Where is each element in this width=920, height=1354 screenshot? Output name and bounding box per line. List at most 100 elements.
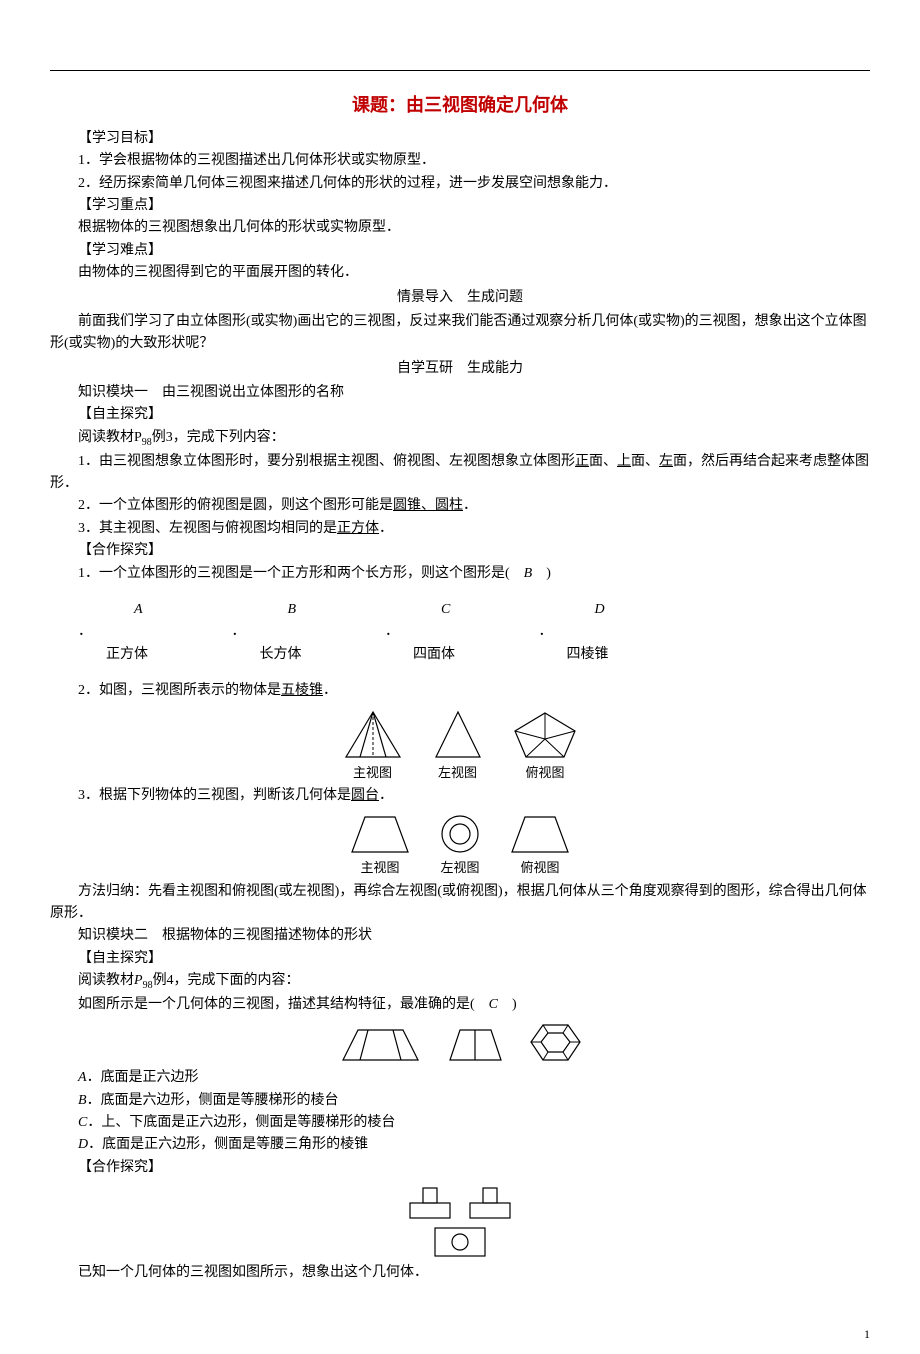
m2-opt-b: B．底面是六边形，侧面是等腰梯形的棱台 — [50, 1090, 870, 1112]
focus-text: 根据物体的三视图想象出几何体的形状或实物原型． — [50, 217, 870, 239]
c1-q3-u: 圆台 — [351, 788, 379, 803]
frustum-top-svg — [505, 812, 575, 857]
m1-q1-u2: 上 — [617, 454, 631, 469]
method-summary: 方法归纳：先看主视图和俯视图(或左视图)，再综合左视图(或俯视图)，根据几何体从… — [50, 881, 870, 926]
label-top-2: 俯视图 — [520, 858, 559, 879]
choice-d: D．四棱锥 — [539, 599, 689, 666]
self1-read-sub: 98 — [142, 437, 152, 448]
figure-main-view-2: 主视图 — [345, 812, 415, 879]
m1-q2-u: 圆锥、圆柱 — [393, 498, 463, 513]
m1-q2-b: ． — [463, 498, 477, 513]
self2-header: 【自主探究】 — [50, 948, 870, 970]
page-number: 1 — [50, 1325, 870, 1344]
m1-q3-a: 3．其主视图、左视图与俯视图均相同的是 — [78, 521, 337, 536]
frustum-main-svg — [345, 812, 415, 857]
figure-tshape-2 — [465, 1183, 515, 1223]
study-header: 自学互研 生成能力 — [50, 358, 870, 380]
c1-q2: 2．如图，三视图所表示的物体是五棱锥． — [50, 680, 870, 702]
self1-header: 【自主探究】 — [50, 404, 870, 426]
diff-header: 【学习难点】 — [50, 240, 870, 262]
self2-read: 阅读教材P98例4，完成下面的内容： — [50, 970, 870, 994]
pentapyramid-left-svg — [428, 707, 488, 762]
choice-b: B．长方体 — [232, 599, 382, 666]
scene-text: 前面我们学习了由立体图形(或实物)画出它的三视图，反过来我们能否通过观察分析几何… — [50, 311, 870, 356]
label-left-1: 左视图 — [438, 763, 477, 784]
tshape1-svg — [405, 1183, 455, 1223]
c1-q1: 1．一个立体图形的三视图是一个正方形和两个长方形，则这个图形是( B ) — [50, 563, 870, 585]
coop1-header: 【合作探究】 — [50, 540, 870, 562]
hexprism-left-svg — [443, 1025, 508, 1065]
c1-q3: 3．根据下列物体的三视图，判断该几何体是圆台． — [50, 785, 870, 807]
m1-q1-b: 面、 — [589, 454, 617, 469]
figure-row-hexprism — [50, 1020, 870, 1065]
self2-read-b: 例4，完成下面的内容： — [153, 973, 300, 988]
m2-q: 如图所示是一个几何体的三视图，描述其结构特征，最准确的是( C ) — [50, 994, 870, 1016]
pentapyramid-top-svg — [508, 707, 583, 762]
m1-q1-u3: 左 — [659, 454, 673, 469]
figure-left-view-3 — [443, 1025, 508, 1065]
frustum-left-svg — [435, 812, 485, 857]
c1-q3-b: ． — [379, 788, 393, 803]
diff-text: 由物体的三视图得到它的平面展开图的转化． — [50, 262, 870, 284]
self1-read-b: 例3，完成下列内容： — [152, 430, 285, 445]
figure-main-view-1: 主视图 — [338, 707, 408, 784]
goal-header: 【学习目标】 — [50, 128, 870, 150]
figure-row-frustum: 主视图 左视图 俯视图 — [50, 812, 870, 879]
figure-row-tshape — [50, 1183, 870, 1223]
circle-rect-svg — [430, 1225, 490, 1260]
choice-a: A．正方体 — [78, 599, 228, 666]
figure-top-view-3 — [528, 1020, 583, 1065]
c1-q1-ans: B — [524, 566, 533, 581]
self2-read-sub: 98 — [143, 980, 153, 991]
module1-title: 知识模块一 由三视图说出立体图形的名称 — [50, 382, 870, 404]
hexprism-main-svg — [338, 1025, 423, 1065]
self2-read-a: 阅读教材 — [78, 973, 134, 988]
figure-top-view-2: 俯视图 — [505, 812, 575, 879]
label-main-1: 主视图 — [353, 763, 392, 784]
figure-row-pentapyramid: 主视图 左视图 俯视图 — [50, 707, 870, 784]
figure-top-view-1: 俯视图 — [508, 707, 583, 784]
c1-q2-u: 五棱锥 — [281, 683, 323, 698]
hexprism-top-svg — [528, 1020, 583, 1065]
m2-opt-c: C．上、下底面是正六边形，侧面是等腰梯形的棱台 — [50, 1112, 870, 1134]
module2-title: 知识模块二 根据物体的三视图描述物体的形状 — [50, 925, 870, 947]
c1-q3-a: 3．根据下列物体的三视图，判断该几何体是 — [78, 788, 351, 803]
m2-opt-d: D．底面是正六边形，侧面是等腰三角形的棱锥 — [50, 1134, 870, 1156]
coop2-header: 【合作探究】 — [50, 1157, 870, 1179]
label-main-2: 主视图 — [360, 858, 399, 879]
figure-left-view-2: 左视图 — [435, 812, 485, 879]
figure-circle-rect — [430, 1225, 490, 1260]
tshape2-svg — [465, 1183, 515, 1223]
c1-choices: A．正方体 B．长方体 C．四面体 D．四棱锥 — [50, 599, 870, 666]
c1-q1-b: ) — [532, 566, 551, 581]
m1-q1: 1．由三视图想象立体图形时，要分别根据主视图、俯视图、左视图想象立体图形正面、上… — [50, 451, 870, 496]
figure-row-circle-rect — [50, 1225, 870, 1260]
m2-q-a: 如图所示是一个几何体的三视图，描述其结构特征，最准确的是( — [78, 997, 489, 1012]
scene-header: 情景导入 生成问题 — [50, 287, 870, 309]
c1-q2-b: ． — [323, 683, 337, 698]
pentapyramid-main-svg — [338, 707, 408, 762]
m1-q1-c: 面、 — [631, 454, 659, 469]
figure-tshape-1 — [405, 1183, 455, 1223]
figure-left-view-1: 左视图 — [428, 707, 488, 784]
c1-q2-a: 2．如图，三视图所表示的物体是 — [78, 683, 281, 698]
m2-q-b: ) — [498, 997, 517, 1012]
m1-q1-u1: 正 — [575, 454, 589, 469]
goal-2: 2．经历探索简单几何体三视图来描述几何体的形状的过程，进一步发展空间想象能力． — [50, 173, 870, 195]
m1-q3-u: 正方体 — [337, 521, 379, 536]
page-title: 课题：由三视图确定几何体 — [50, 91, 870, 120]
m2-opt-a: A．底面是正六边形 — [50, 1067, 870, 1089]
figure-main-view-3 — [338, 1025, 423, 1065]
c1-q1-a: 1．一个立体图形的三视图是一个正方形和两个长方形，则这个图形是( — [78, 566, 524, 581]
label-top-1: 俯视图 — [525, 763, 564, 784]
choice-c: C．四面体 — [385, 599, 535, 666]
coop2-text: 已知一个几何体的三视图如图所示，想象出这个几何体． — [50, 1262, 870, 1284]
label-left-2: 左视图 — [440, 858, 479, 879]
m1-q1-a: 1．由三视图想象立体图形时，要分别根据主视图、俯视图、左视图想象立体图形 — [78, 454, 575, 469]
top-rule — [50, 70, 870, 71]
m1-q3-b: ． — [379, 521, 393, 536]
goal-1: 1．学会根据物体的三视图描述出几何体形状或实物原型． — [50, 150, 870, 172]
focus-header: 【学习重点】 — [50, 195, 870, 217]
m1-q2-a: 2．一个立体图形的俯视图是圆，则这个图形可能是 — [78, 498, 393, 513]
m2-q-ans: C — [489, 997, 498, 1012]
